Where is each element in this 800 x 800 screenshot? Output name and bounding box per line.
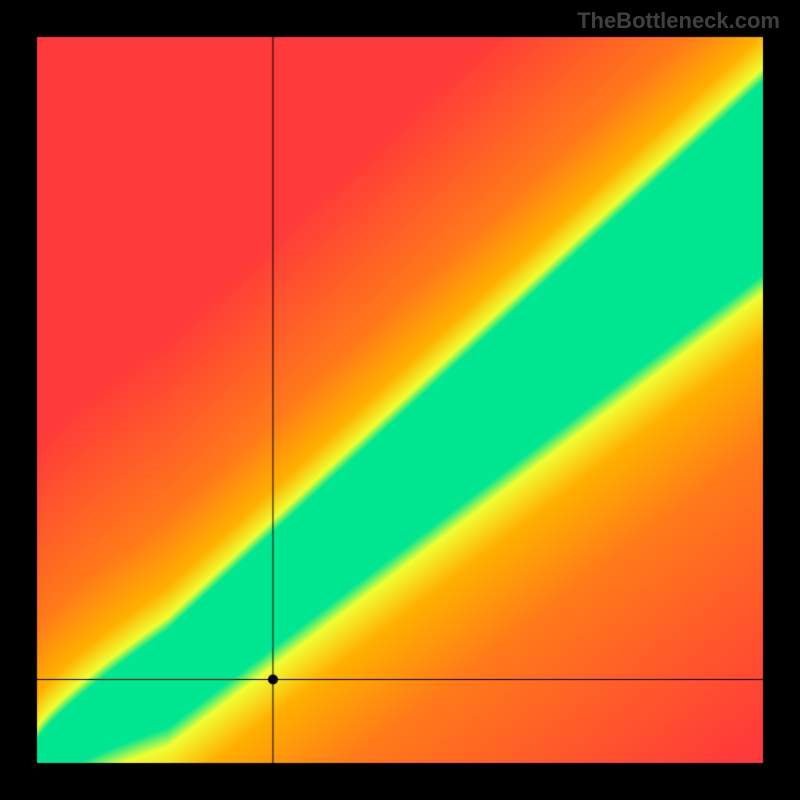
- chart-container: TheBottleneck.com: [0, 0, 800, 800]
- heatmap-chart: [0, 0, 800, 800]
- watermark-text: TheBottleneck.com: [577, 8, 780, 34]
